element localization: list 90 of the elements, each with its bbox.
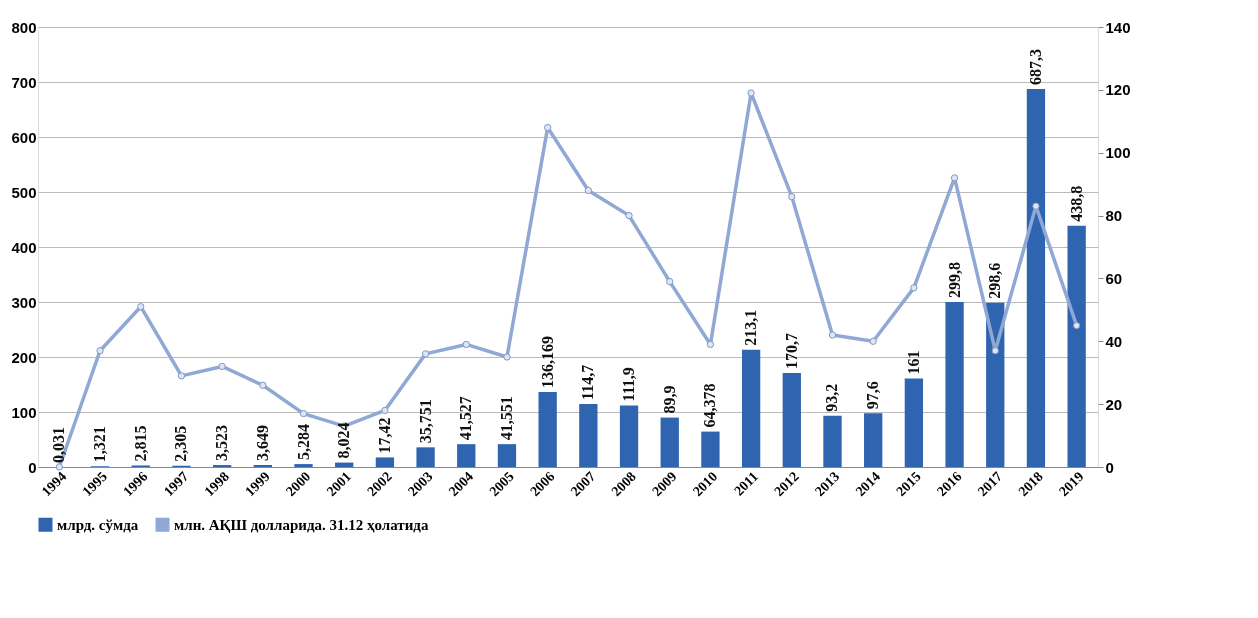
- bar: [497, 444, 517, 467]
- data-label: 0,031: [50, 426, 68, 463]
- y-tick-label: 200: [11, 348, 37, 366]
- y-tick-label: 0: [28, 458, 37, 476]
- point: [584, 186, 593, 195]
- legend-label: млрд. сўмда: [57, 516, 139, 533]
- point: [991, 347, 999, 355]
- data-label: 170,7: [782, 333, 800, 370]
- bar: [660, 417, 679, 467]
- bar: [538, 392, 557, 467]
- data-label: 64,378: [701, 383, 719, 428]
- y-tick-label: 800: [11, 18, 37, 36]
- bar: [619, 405, 639, 467]
- y2-tick-label: 140: [1105, 18, 1131, 36]
- data-label: 114,7: [579, 364, 597, 400]
- point: [747, 89, 755, 97]
- data-label: 35,751: [416, 399, 434, 444]
- y2-tick-label: 60: [1105, 269, 1123, 287]
- data-label: 1,321: [91, 426, 109, 463]
- point: [869, 337, 877, 345]
- y-tick-label: 100: [11, 403, 37, 421]
- y2-tick-label: 40: [1105, 332, 1123, 350]
- data-label: 89,9: [660, 385, 678, 414]
- y-tick-label: 400: [11, 238, 37, 256]
- bar: [986, 302, 1005, 467]
- point: [543, 123, 552, 132]
- point: [788, 193, 796, 201]
- point: [462, 340, 470, 349]
- point: [910, 284, 918, 292]
- data-label: 2,815: [131, 425, 149, 462]
- data-label: 41,551: [497, 396, 515, 441]
- y-tick-label: 300: [11, 293, 37, 311]
- point: [421, 350, 430, 358]
- data-label: 97,6: [864, 381, 882, 410]
- point: [218, 362, 226, 371]
- y-tick-label: 600: [11, 128, 37, 146]
- point: [381, 406, 389, 415]
- data-label: 5,284: [294, 424, 312, 461]
- point: [1072, 321, 1081, 330]
- data-label: 3,649: [253, 424, 271, 461]
- bar: [294, 464, 313, 467]
- data-label: 93,2: [823, 383, 841, 412]
- bar: [457, 444, 476, 467]
- point: [55, 463, 64, 471]
- point: [706, 340, 715, 349]
- bar: [904, 378, 924, 467]
- point: [299, 409, 308, 418]
- y2-tick-label: 0: [1105, 458, 1114, 476]
- point: [177, 372, 186, 380]
- data-label: 438,8: [1067, 185, 1085, 222]
- point: [828, 331, 837, 339]
- bar: [945, 302, 964, 467]
- y2-tick-label: 120: [1105, 81, 1131, 99]
- bar: [253, 464, 272, 467]
- legend-label: млн. АҚШ долларида. 31.12 ҳолатида: [174, 516, 429, 533]
- y2-tick-label: 80: [1105, 207, 1123, 225]
- point: [625, 211, 633, 220]
- point: [137, 303, 145, 311]
- bar: [782, 373, 801, 467]
- y-tick-label: 700: [11, 73, 37, 91]
- data-label: 213,1: [742, 309, 760, 346]
- y2-tick-label: 20: [1105, 395, 1123, 413]
- data-label: 136,169: [538, 336, 556, 389]
- bar: [701, 431, 720, 467]
- data-label: 41,527: [457, 396, 475, 441]
- point: [1032, 202, 1040, 210]
- point: [666, 277, 674, 286]
- data-label: 17,42: [375, 417, 393, 454]
- bar: [579, 403, 598, 467]
- point: [950, 174, 959, 182]
- point: [259, 381, 267, 389]
- point: [96, 347, 104, 355]
- bar: [1067, 225, 1086, 467]
- y-tick-label: 500: [11, 183, 37, 201]
- y2-tick-label: 100: [1105, 144, 1131, 162]
- data-label: 298,6: [986, 262, 1004, 299]
- bar: [416, 447, 435, 467]
- bar: [823, 415, 842, 467]
- data-label: 8,024: [335, 422, 353, 459]
- data-label: 111,9: [620, 367, 638, 402]
- data-label: 687,3: [1026, 48, 1044, 85]
- data-label: 161: [904, 350, 922, 375]
- bar: [1026, 88, 1046, 467]
- data-label: 299,8: [945, 262, 963, 299]
- data-label: 2,305: [172, 425, 190, 462]
- bar: [864, 413, 883, 467]
- bar: [375, 457, 395, 467]
- point: [503, 353, 511, 361]
- data-label: 3,523: [213, 425, 231, 462]
- bar: [741, 349, 761, 467]
